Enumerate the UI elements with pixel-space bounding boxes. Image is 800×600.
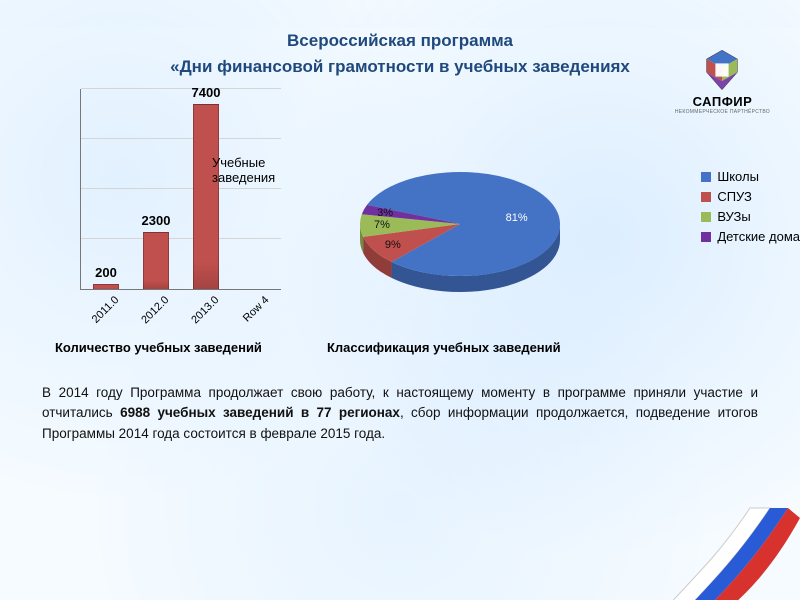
legend-item: ВУЗы — [701, 209, 800, 224]
pie-data-label: 9% — [385, 239, 401, 251]
legend-label: ВУЗы — [717, 209, 750, 224]
bar-x-label: 2012.0 — [121, 294, 172, 345]
ribbon-decor-icon — [640, 498, 800, 600]
bar-chart: 20023007400Учебные заведения 2011.02012.… — [60, 89, 340, 335]
legend-swatch-icon — [701, 172, 711, 182]
legend-item: Школы — [701, 169, 800, 184]
bar-value-label: 7400 — [176, 85, 236, 100]
bar-value-label: 200 — [76, 265, 136, 280]
bar — [143, 232, 169, 290]
bar-value-label: 2300 — [126, 213, 186, 228]
bar-x-label: 2013.0 — [171, 294, 222, 345]
pie-legend: Школы СПУЗ ВУЗы Детские дома — [701, 169, 800, 249]
legend-item: СПУЗ — [701, 189, 800, 204]
pie-chart: Школы СПУЗ ВУЗы Детские дома 81% 9% 7%3% — [340, 89, 800, 335]
charts-row: 20023007400Учебные заведения 2011.02012.… — [0, 89, 800, 335]
body-bold: 6988 учебных заведений в 77 регионах — [120, 405, 400, 420]
pie-data-label: 81% — [506, 212, 528, 224]
pie-data-label: 3% — [377, 207, 393, 219]
bar-x-label: 2011.0 — [71, 294, 122, 345]
bar-x-label: Row 4 — [221, 294, 272, 345]
title-line-2: «Дни финансовой грамотности в учебных за… — [170, 57, 630, 76]
bar — [93, 284, 119, 289]
legend-label: Детские дома — [717, 229, 800, 244]
pie-data-label: 7% — [374, 219, 390, 231]
legend-label: СПУЗ — [717, 189, 752, 204]
legend-label: Школы — [717, 169, 759, 184]
legend-item: Детские дома — [701, 229, 800, 244]
logo-hexagon-icon — [700, 48, 744, 92]
bar-series-label: Учебные заведения — [212, 156, 287, 186]
legend-swatch-icon — [701, 232, 711, 242]
bar — [193, 104, 219, 289]
chart-subtitles: Количество учебных заведений Классификац… — [0, 340, 800, 355]
legend-swatch-icon — [701, 192, 711, 202]
pie-subtitle: Классификация учебных заведений — [327, 340, 561, 355]
title-line-1: Всероссийская программа — [287, 31, 513, 50]
body-text: В 2014 году Программа продолжает свою ра… — [42, 383, 758, 444]
legend-swatch-icon — [701, 212, 711, 222]
